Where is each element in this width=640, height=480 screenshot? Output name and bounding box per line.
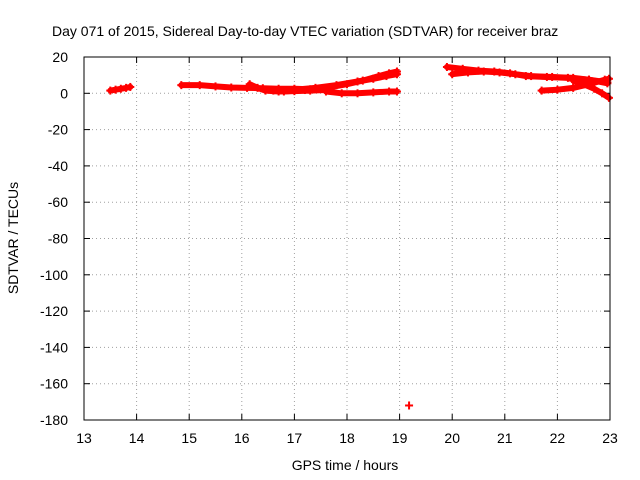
- y-tick-label: -60: [48, 194, 68, 210]
- y-axis-label: SDTVAR / TECUs: [5, 182, 21, 294]
- x-tick-label: 16: [234, 430, 250, 446]
- plot-frame: [83, 56, 611, 421]
- x-tick-label: 17: [287, 430, 303, 446]
- series-arc-7: [405, 401, 414, 410]
- grid: [84, 57, 610, 420]
- x-tick-label: 15: [181, 430, 197, 446]
- x-axis-label: GPS time / hours: [292, 457, 399, 473]
- series-arc-1: [106, 82, 135, 95]
- y-tick-label: -160: [40, 376, 68, 392]
- x-tick-label: 19: [392, 430, 408, 446]
- y-tick-label: -100: [40, 267, 68, 283]
- series-trace: [449, 68, 611, 87]
- x-tick-label: 21: [497, 430, 513, 446]
- y-tick-label: -120: [40, 303, 68, 319]
- y-axis-ticks: 20 0 -20 -40 -60 -80 -100 -120 -140 -160 -180: [40, 49, 610, 428]
- x-tick-label: 20: [444, 430, 460, 446]
- y-tick-label: -80: [48, 231, 68, 247]
- x-tick-label: 18: [339, 430, 355, 446]
- x-tick-label: 13: [76, 430, 92, 446]
- series-arc-6: [321, 87, 401, 98]
- series-arc-5: [279, 67, 401, 96]
- y-tick-label: -180: [40, 412, 68, 428]
- y-tick-label: 0: [60, 85, 68, 101]
- x-tick-label: 23: [602, 430, 618, 446]
- y-tick-label: -20: [48, 122, 68, 138]
- y-tick-label: -140: [40, 339, 68, 355]
- y-tick-label: -40: [48, 158, 68, 174]
- y-tick-label: 20: [52, 49, 68, 65]
- series-arc-11: [569, 76, 613, 102]
- x-axis-ticks: 13 14 15 16 17 18 19 20 21 22 23: [76, 57, 618, 446]
- data-series: [106, 62, 613, 410]
- x-tick-label: 22: [550, 430, 566, 446]
- x-tick-label: 14: [129, 430, 145, 446]
- chart-title: Day 071 of 2015, Sidereal Day-to-day VTE…: [52, 23, 558, 39]
